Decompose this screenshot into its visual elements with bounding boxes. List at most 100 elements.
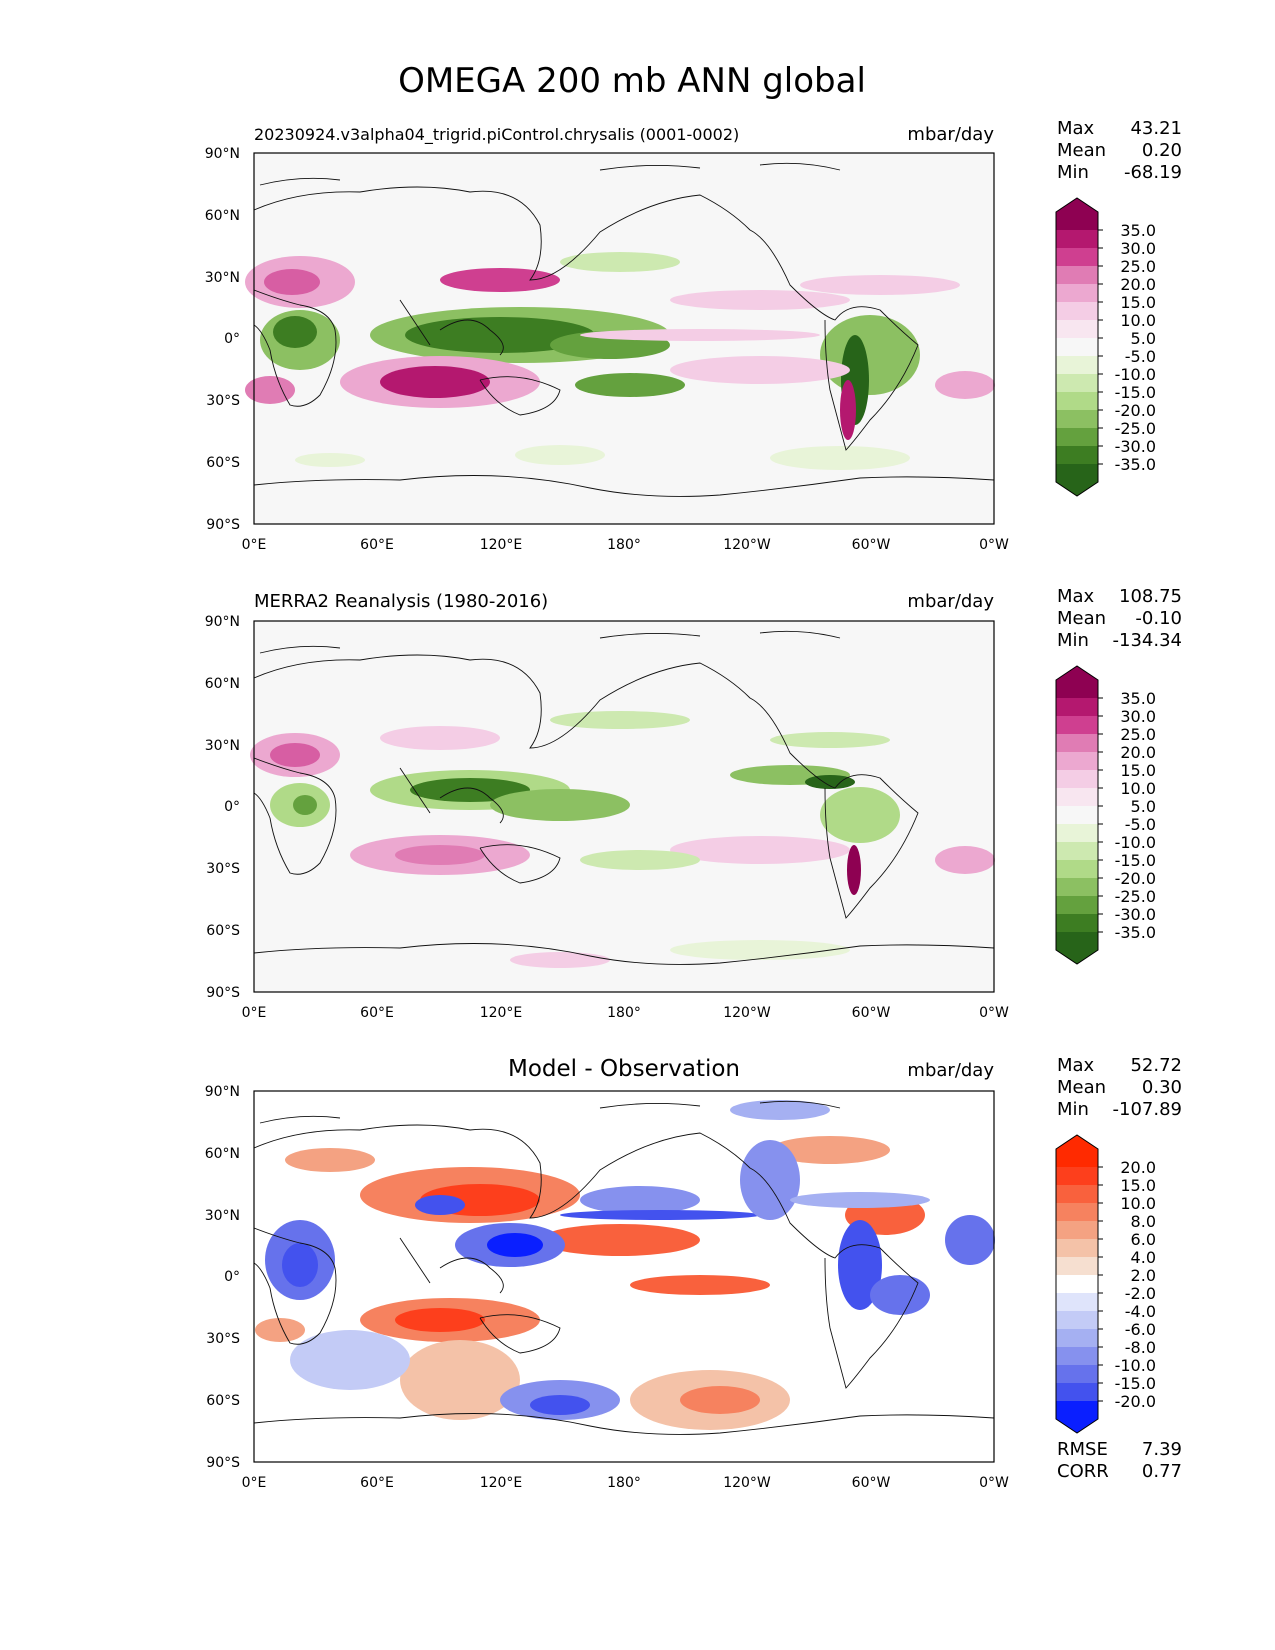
metrics-block: RMSE 7.39 CORR 0.77 — [1057, 1439, 1182, 1482]
lat-tick: 30°S — [206, 393, 240, 409]
lat-tick: 0° — [224, 799, 240, 815]
lon-tick: 120°W — [723, 1005, 771, 1021]
colorbar-swatch — [1056, 1275, 1098, 1294]
obs-panel: MERRA2 Reanalysis (1980-2016) mbar/day — [205, 586, 1182, 1021]
colorbar-label: 15.0 — [1120, 293, 1156, 312]
stat-min-label: Min — [1057, 630, 1089, 651]
colorbar-swatch — [1056, 914, 1098, 933]
lon-tick: 60°E — [360, 1005, 394, 1021]
colorbar-label: 8.0 — [1131, 1212, 1156, 1231]
colorbar-label: -10.0 — [1115, 1356, 1156, 1375]
lon-tick: 0°W — [979, 1005, 1009, 1021]
lon-tick: 180° — [607, 1475, 641, 1491]
colorbar-label: -5.0 — [1125, 347, 1156, 366]
colorbar-label: -5.0 — [1125, 815, 1156, 834]
colorbar-label: 2.0 — [1131, 1266, 1156, 1285]
colorbar-swatch — [1056, 842, 1098, 861]
stat-min-value: -134.34 — [1113, 630, 1182, 651]
lon-tick: 0°E — [242, 1475, 267, 1491]
colorbar-swatch — [1056, 374, 1098, 393]
colorbar-label: 15.0 — [1120, 1176, 1156, 1195]
colorbar-swatch — [1056, 392, 1098, 411]
colorbar-label: -15.0 — [1115, 383, 1156, 402]
colorbar-swatch — [1056, 446, 1098, 465]
stat-min-label: Min — [1057, 1099, 1089, 1120]
colorbar-label: -25.0 — [1115, 887, 1156, 906]
colorbar-extend-max — [1056, 198, 1098, 212]
panel-title: 20230924.v3alpha04_trigrid.piControl.chr… — [254, 125, 739, 145]
colorbar-label: 20.0 — [1120, 1158, 1156, 1177]
colorbar-label: -30.0 — [1115, 437, 1156, 456]
lat-tick: 60°N — [205, 676, 240, 692]
colorbar-extend-max — [1056, 1135, 1098, 1149]
colorbar-label: 6.0 — [1131, 1230, 1156, 1249]
lon-tick: 60°W — [852, 1475, 891, 1491]
colorbar-label: -4.0 — [1125, 1302, 1156, 1321]
colorbar-swatch — [1056, 734, 1098, 753]
coastlines — [253, 1100, 995, 1435]
colorbar-swatch — [1056, 1239, 1098, 1258]
colorbar-extend-min — [1056, 950, 1098, 964]
colorbar-swatch — [1056, 1257, 1098, 1276]
colorbar-swatch — [1056, 1293, 1098, 1312]
colorbar-swatch — [1056, 878, 1098, 897]
colorbar-label: -6.0 — [1125, 1320, 1156, 1339]
colorbar-extend-min — [1056, 482, 1098, 496]
lon-tick: 60°W — [852, 1005, 891, 1021]
colorbar-swatch — [1056, 932, 1098, 951]
colorbar-swatch — [1056, 248, 1098, 267]
colorbar-label: -8.0 — [1125, 1338, 1156, 1357]
units-label: mbar/day — [907, 124, 994, 145]
field-pattern — [255, 1100, 995, 1430]
lon-tick: 120°W — [723, 537, 771, 553]
stat-max-value: 108.75 — [1119, 586, 1182, 607]
stat-mean-value: 0.20 — [1142, 140, 1182, 161]
colorbar-swatch — [1056, 1203, 1098, 1222]
lon-tick: 180° — [607, 1005, 641, 1021]
model-panel: 20230924.v3alpha04_trigrid.piControl.chr… — [205, 118, 1182, 553]
colorbar-swatch — [1056, 356, 1098, 375]
stat-mean-value: -0.10 — [1135, 608, 1182, 629]
colorbar-outline — [1055, 1134, 1099, 1434]
map-area — [250, 620, 995, 993]
colorbar-label: 15.0 — [1120, 761, 1156, 780]
field-pattern — [245, 252, 995, 470]
panel-title: MERRA2 Reanalysis (1980-2016) — [254, 591, 548, 612]
field-pattern — [250, 711, 995, 968]
colorbar-label: 10.0 — [1120, 1194, 1156, 1213]
lat-tick: 0° — [224, 331, 240, 347]
lat-tick: 30°S — [206, 861, 240, 877]
units-label: mbar/day — [907, 1060, 994, 1081]
colorbar-label: -25.0 — [1115, 419, 1156, 438]
lon-tick: 60°E — [360, 1475, 394, 1491]
colorbar-swatch — [1056, 1329, 1098, 1348]
colorbar-label: 10.0 — [1120, 779, 1156, 798]
stats-block: Max 43.21 Mean 0.20 Min -68.19 — [1057, 118, 1182, 183]
colorbar-swatch — [1056, 1167, 1098, 1186]
lon-tick: 60°W — [852, 537, 891, 553]
colorbar-label: -15.0 — [1115, 1374, 1156, 1393]
lon-tick: 0°W — [979, 1475, 1009, 1491]
lon-tick: 60°E — [360, 537, 394, 553]
colorbar-swatch — [1056, 428, 1098, 447]
map-area — [245, 152, 995, 525]
colorbar-swatch — [1056, 266, 1098, 285]
colorbar: 35.030.025.020.015.010.05.0-5.0-10.0-15.… — [1055, 197, 1156, 497]
colorbar-swatch — [1056, 788, 1098, 807]
colorbar-swatch — [1056, 302, 1098, 321]
corr-value: 0.77 — [1142, 1461, 1182, 1482]
map-area — [253, 1090, 995, 1463]
colorbar-swatch — [1056, 320, 1098, 339]
stat-mean-label: Mean — [1057, 140, 1106, 161]
lat-tick: 90°S — [206, 517, 240, 533]
rmse-label: RMSE — [1057, 1439, 1108, 1460]
stats-block: Max 108.75 Mean -0.10 Min -134.34 — [1057, 586, 1182, 651]
stats-block: Max 52.72 Mean 0.30 Min -107.89 — [1057, 1055, 1182, 1120]
lon-tick: 0°E — [242, 1005, 267, 1021]
rmse-value: 7.39 — [1142, 1439, 1182, 1460]
colorbar-swatch — [1056, 1311, 1098, 1330]
colorbar-swatch — [1056, 896, 1098, 915]
lon-tick: 0°E — [242, 537, 267, 553]
colorbar-label: 25.0 — [1120, 257, 1156, 276]
stat-max-value: 43.21 — [1130, 118, 1182, 139]
